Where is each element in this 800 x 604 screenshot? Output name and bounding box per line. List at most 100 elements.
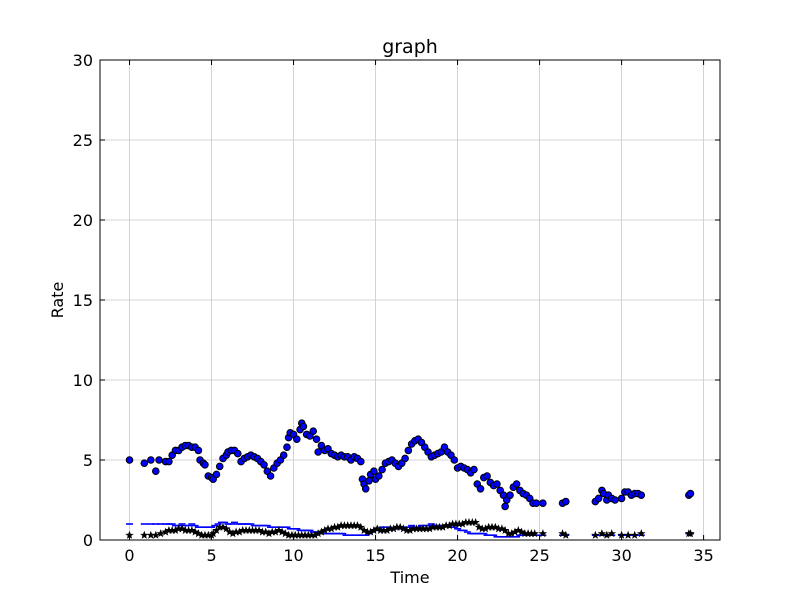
star-point [597,529,607,538]
star-point [254,525,264,535]
star-point [372,524,382,533]
circle-point [314,448,322,456]
star-point [156,529,165,538]
star-point [497,524,507,533]
circle-point [165,457,173,466]
circle-point [299,422,308,431]
star-point [538,529,548,538]
y-tick-label: 20 [73,211,93,230]
circle-point [493,480,501,488]
circle-point [201,461,209,469]
star-point [225,527,234,536]
star-point [177,524,187,533]
circle-point [401,454,409,463]
y-tick-label: 30 [73,51,93,70]
circle-point [637,491,646,500]
y-tick-label: 0 [83,531,93,550]
circle-point [532,499,541,508]
x-tick-label: 30 [611,546,631,565]
circle-point [361,485,370,493]
y-axis-title: Rate [48,282,67,319]
grid [100,59,720,541]
series-layer [125,419,695,539]
circle-point [476,485,485,493]
y-tick-label: 25 [73,131,93,150]
circle-point [365,477,373,485]
circle-point [501,502,509,511]
star-point [607,529,617,538]
x-tick-label: 25 [529,546,549,565]
circle-point [215,462,224,471]
star-point [353,521,362,530]
series-circle [125,419,695,511]
circle-point [194,446,203,455]
star-point [187,525,197,535]
x-tick-label: 0 [124,546,134,565]
star-point [517,527,526,536]
circle-point [562,497,570,506]
circle-point [512,480,521,488]
x-tick-label: 20 [447,546,467,565]
star-point [277,527,287,536]
circle-point [450,456,459,464]
star-point [474,522,484,531]
circle-point [279,451,288,460]
series-star [125,517,695,539]
star-point [558,529,567,538]
circle-point [283,443,291,452]
star-point [222,524,231,533]
circle-point [147,456,155,464]
circle-point [594,494,603,503]
circle-point [506,491,514,500]
star-point [274,525,284,535]
circle-point [483,472,491,480]
x-tick-label: 35 [693,546,713,565]
star-point [261,527,270,536]
star-point [140,530,149,539]
star-point [218,522,228,531]
chart-title: graph [382,36,438,58]
star-point [281,529,290,538]
star-point [500,525,510,535]
star-point [399,524,408,533]
star-point [623,530,633,539]
star-point [513,525,523,535]
star-point [151,530,161,539]
x-tick-label: 10 [283,546,303,565]
circle-point [260,461,268,469]
x-axis-title: Time [389,568,429,587]
star-point [471,517,480,527]
circle-point [151,467,160,476]
y-tick-label: 10 [73,371,93,390]
y-tick-label: 15 [73,291,93,310]
star-point [356,522,366,531]
star-point [602,530,611,539]
star-point [359,525,369,535]
star-point [686,529,695,538]
x-tick-label: 15 [365,546,385,565]
circle-point [611,496,619,504]
star-point [591,530,600,539]
circle-point [140,459,149,468]
circle-point [378,465,386,474]
circle-point [266,472,275,480]
circle-point [155,456,163,464]
circle-point [125,456,134,464]
star-point [190,527,200,536]
y-tick-label: 5 [83,451,93,470]
circle-point [617,494,626,503]
star-point [491,522,500,531]
circle-point [309,427,318,436]
circle-point [539,499,547,508]
star-point [636,529,646,538]
circle-point [233,449,242,458]
circle-point [404,446,413,455]
star-point [561,530,570,539]
star-point [630,530,639,539]
circle-point [356,457,365,466]
circle-point [470,465,478,474]
circle-point [375,472,383,480]
star-point [194,529,203,538]
